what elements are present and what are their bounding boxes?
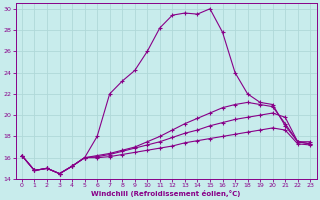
X-axis label: Windchill (Refroidissement éolien,°C): Windchill (Refroidissement éolien,°C): [92, 190, 241, 197]
